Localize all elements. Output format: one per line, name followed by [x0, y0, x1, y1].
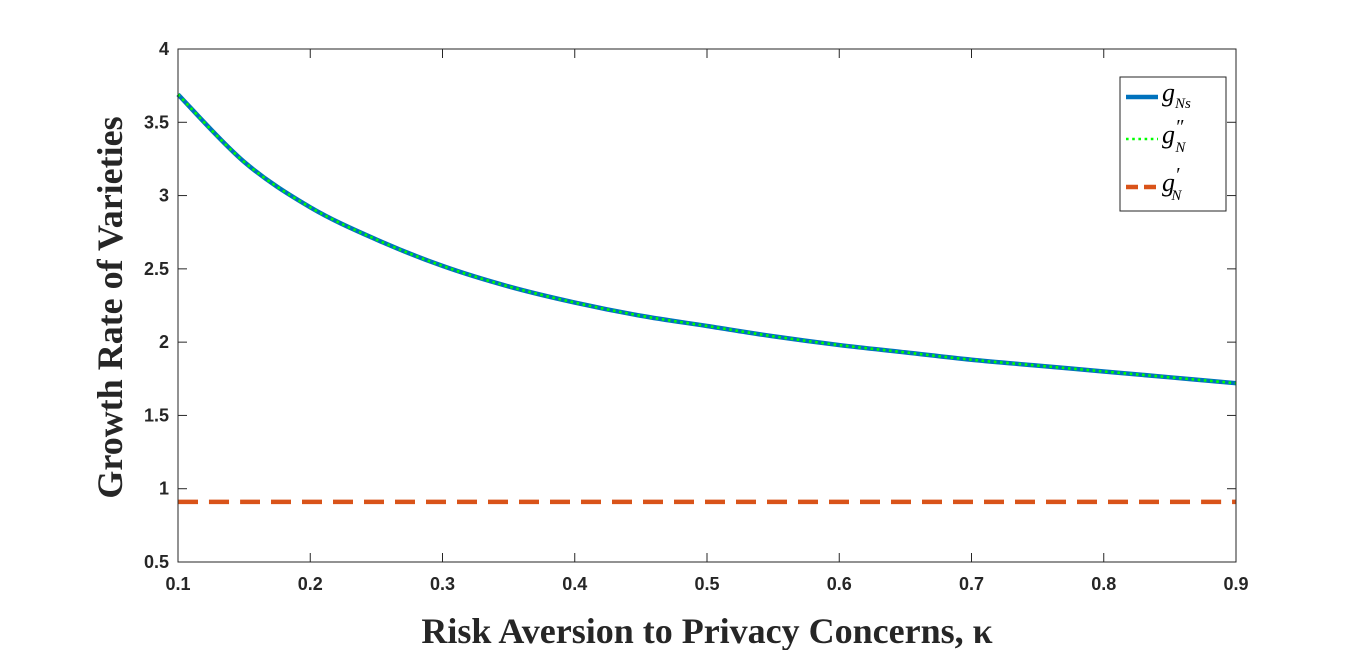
y-axis-title: Growth Rate of Varieties: [90, 116, 130, 498]
y-tick-label: 3.5: [144, 112, 169, 132]
legend-label-main: g: [1162, 78, 1175, 107]
x-tick-label: 0.7: [959, 574, 984, 594]
x-axis-title: Risk Aversion to Privacy Concerns, κ: [421, 611, 992, 650]
axis-ticks: 0.1 0.2 0.3 0.4 0.5 0.6 0.7 0.8 0.9 0.5 1 1.5 2 2.5 3 3…: [144, 39, 1249, 594]
legend-label-prime: ″: [1175, 116, 1184, 138]
series-layer: [176, 92, 1237, 505]
x-tick-label: 0.1: [165, 574, 190, 594]
series-line-0: [176, 92, 1237, 386]
legend-label-main: g: [1162, 168, 1175, 197]
legend-label-prime: ′: [1175, 164, 1180, 186]
legend-label-2: g′ N: [1162, 164, 1182, 204]
legend-label-subscript: Ns: [1174, 96, 1191, 112]
x-tick-label: 0.6: [827, 574, 852, 594]
x-tick-label: 0.8: [1091, 574, 1116, 594]
x-tick-label: 0.3: [430, 574, 455, 594]
legend-label-main: g: [1162, 120, 1175, 149]
y-tick-label: 0.5: [144, 552, 169, 572]
y-tick-label: 3: [159, 186, 169, 206]
legend-label-0: gNs: [1162, 78, 1191, 112]
y-tick-label: 1: [159, 479, 169, 499]
x-tick-label: 0.9: [1223, 574, 1248, 594]
x-tick-label: 0.4: [562, 574, 587, 594]
plot-area-frame: [177, 48, 1237, 563]
y-tick-label: 4: [159, 39, 169, 59]
legend-label-1: g″ N: [1162, 116, 1186, 156]
legend-label-subscript: N: [1174, 140, 1186, 156]
series-line-1: [177, 93, 1237, 385]
legend-label-subscript: N: [1170, 188, 1182, 204]
y-tick-label: 1.5: [144, 405, 169, 425]
y-tick-label: 2: [159, 332, 169, 352]
x-tick-label: 0.5: [694, 574, 719, 594]
x-tick-label: 0.2: [298, 574, 323, 594]
y-tick-label: 2.5: [144, 259, 169, 279]
